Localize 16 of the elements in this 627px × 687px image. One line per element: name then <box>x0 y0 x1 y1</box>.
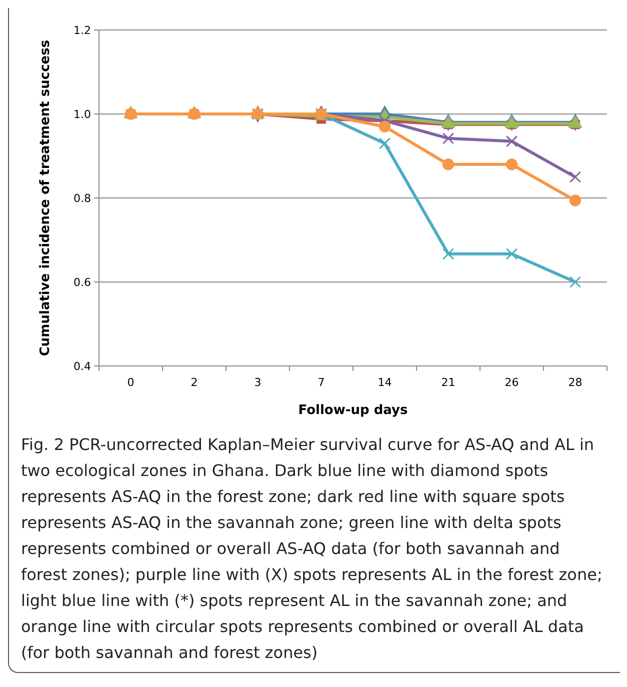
y-tick-label: 0.8 <box>74 192 91 205</box>
x-tick-label: 21 <box>441 376 456 389</box>
x-tick-label: 3 <box>254 376 262 389</box>
y-tick-label: 0.6 <box>74 276 91 289</box>
x-tick-label: 7 <box>318 376 325 389</box>
x-axis-title: Follow-up days <box>298 403 408 418</box>
x-tick-label: 0 <box>127 376 134 389</box>
y-tick-label: 1.0 <box>74 108 91 121</box>
y-axis-title: Cumulative incidence of treatment success <box>38 40 53 356</box>
x-tick-label: 2 <box>190 376 198 389</box>
x-tick-label: 28 <box>568 376 582 389</box>
y-tick-label: 1.2 <box>74 24 91 37</box>
x-tick-label: 26 <box>504 376 519 389</box>
text: Fig. 2 PCR-uncorrected Kaplan–Meier survival curve for AS-AQ and AL in two ecological zones in Ghana. Dark blue line with diamond spots represents AS-AQ in the forest zone; dark red line with square spots represents AS-AQ in the savannah zone; green line with delta spots represents combined or overall AS-AQ data (for both savannah and forest zones); purple line with (X) spots represents AL in the forest zone; light blue line with (*) spots represent AL in the savannah zone; and orange line with circular spots represents combined or overall AL data (for both savannah and forest zones) <box>21 435 602 662</box>
y-tick-label: 0.4 <box>74 360 91 373</box>
x-tick-label: 14 <box>378 376 392 389</box>
